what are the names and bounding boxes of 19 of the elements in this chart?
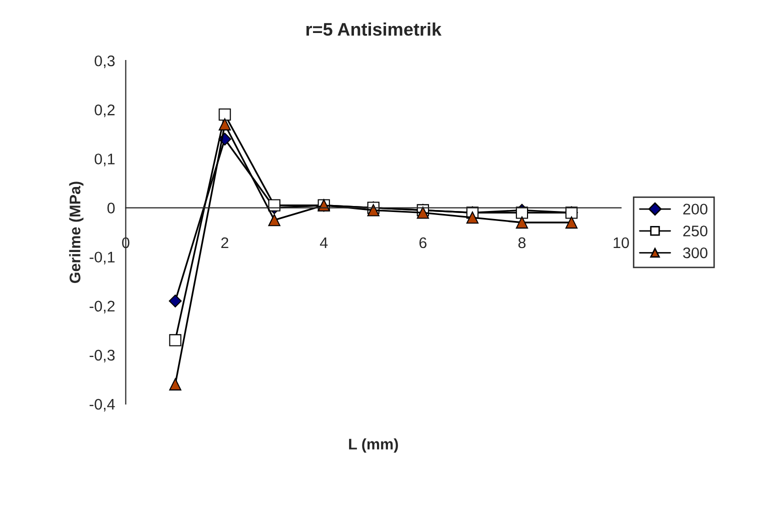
y-tick-label: -0,1 — [90, 252, 115, 264]
x-tick-label: 2 — [221, 237, 228, 248]
y-tick-label: 0 — [107, 202, 115, 214]
legend-label: 300 — [683, 247, 708, 258]
y-axis-title: Gerilme (MPa) — [69, 182, 84, 284]
x-tick-label: 8 — [518, 237, 526, 248]
y-tick-label: 0,1 — [94, 154, 115, 166]
x-tick-label: 6 — [419, 237, 426, 248]
legend-label: 200 — [683, 204, 708, 215]
y-tick-label: -0,4 — [90, 398, 115, 412]
y-tick-label: 0,2 — [94, 104, 115, 118]
y-tick-label: -0,3 — [90, 350, 115, 362]
x-axis-title: L (mm) — [349, 438, 398, 453]
y-tick-label: 0,3 — [94, 55, 115, 68]
y-tick-label: -0,2 — [90, 300, 115, 314]
legend-label: 250 — [683, 226, 708, 236]
x-tick-label: 4 — [320, 238, 328, 248]
x-tick-label: 10 — [614, 237, 629, 248]
chart-title: r=5 Antisimetrik — [306, 22, 442, 36]
